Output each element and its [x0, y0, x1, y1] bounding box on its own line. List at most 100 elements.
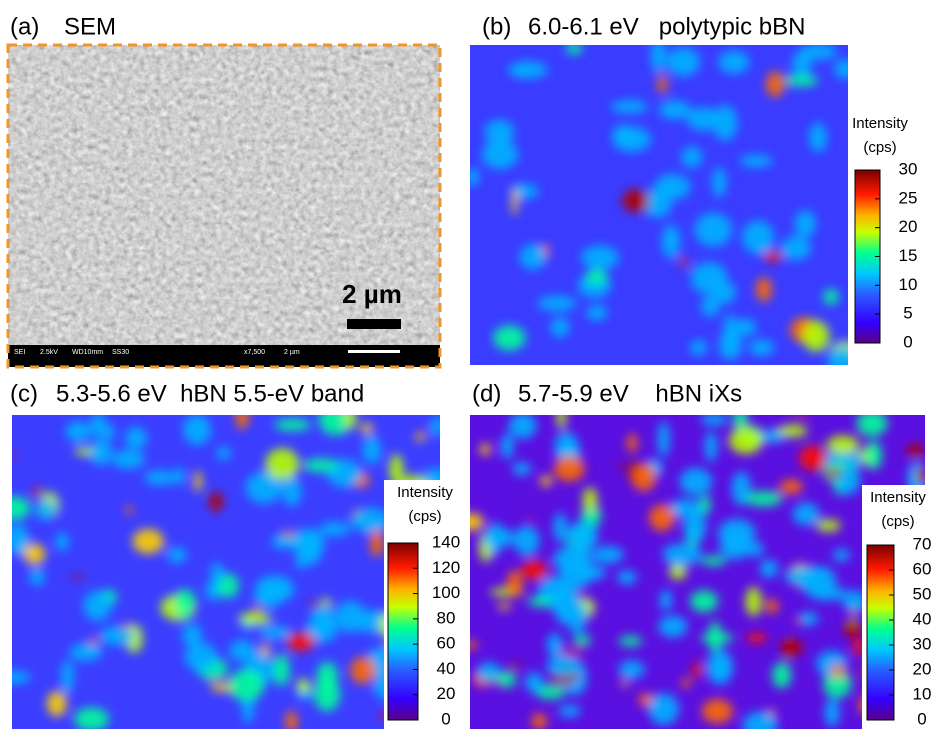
map-blob: [47, 691, 67, 717]
map-blob: [273, 654, 290, 686]
map-blob: [297, 679, 310, 694]
map-blob: [809, 123, 827, 153]
map-blob: [833, 549, 849, 562]
map-blob: [174, 589, 195, 612]
map-blob: [581, 245, 619, 269]
map-blob: [718, 519, 755, 547]
map-blob: [167, 547, 187, 563]
map-blob: [654, 174, 690, 200]
panel-label: (d): [472, 380, 501, 407]
map-blob: [317, 662, 338, 690]
colorbar-tick-label: 25: [899, 188, 918, 207]
colorbar-tick-label: 5: [903, 304, 912, 323]
map-blob: [473, 683, 489, 686]
map-blob: [690, 340, 707, 355]
map-blob: [794, 413, 811, 416]
map-blob: [303, 458, 338, 472]
map-blob: [828, 347, 858, 380]
map-blob: [238, 612, 271, 624]
map-blob: [780, 639, 803, 656]
map-blob: [229, 669, 265, 701]
map-blob: [457, 513, 484, 531]
map-blob: [477, 662, 501, 683]
map-blob: [345, 407, 356, 430]
colorbar-tick-label: 50: [913, 584, 932, 603]
map-blob: [90, 413, 106, 437]
map-blob: [692, 661, 701, 678]
map-blob: [540, 476, 552, 487]
map-blob: [554, 456, 585, 482]
map-blob: [667, 47, 701, 76]
map-blob: [837, 466, 860, 495]
map-blob: [617, 571, 637, 585]
map-blob: [793, 503, 820, 526]
map-blob: [701, 632, 733, 644]
map-blob: [611, 100, 648, 113]
map-blob: [513, 462, 532, 475]
panel-label: (b): [482, 13, 511, 40]
map-blob: [514, 64, 529, 78]
map-blob: [283, 477, 302, 506]
map-blob: [756, 277, 772, 302]
map-blob: [780, 479, 803, 494]
colorbar-tick-label: 15: [899, 246, 918, 265]
map-blob: [781, 236, 811, 260]
map-blob: [583, 488, 598, 512]
map-blob: [573, 635, 591, 646]
map-blob: [498, 671, 516, 688]
map-blob: [531, 713, 547, 729]
map-blob: [567, 522, 598, 551]
map-blob: [183, 414, 211, 445]
map-blob: [29, 568, 44, 585]
map-blob: [695, 213, 733, 247]
map-blob: [612, 125, 634, 147]
map-blob: [270, 587, 294, 600]
map-blob: [566, 42, 583, 54]
colorbar: [388, 543, 418, 720]
map-blob: [799, 446, 826, 471]
map-blob: [360, 423, 372, 434]
map-blob: [700, 495, 711, 515]
map-blob: [592, 546, 624, 564]
map-blob: [660, 590, 672, 611]
map-blob: [705, 431, 718, 461]
intensity-map: [457, 403, 930, 729]
map-blob: [112, 450, 145, 469]
map-blob: [501, 433, 514, 459]
panel-title: 6.0-6.1 eV polytypic bBN: [528, 13, 805, 40]
map-blob: [61, 660, 74, 694]
map-blob: [916, 468, 929, 482]
map-blob: [100, 626, 134, 645]
colorbar-tick-label: 0: [903, 332, 912, 351]
map-blob: [55, 533, 68, 552]
map-blob: [742, 221, 774, 255]
map-blob: [557, 405, 566, 430]
map-blob: [749, 339, 774, 355]
map-blob: [35, 500, 57, 520]
map-blob: [766, 71, 784, 97]
map-blob: [764, 252, 782, 262]
panel-title: 5.7-5.9 eV hBN iXs: [518, 380, 742, 407]
colorbar: [867, 545, 894, 720]
map-blob: [185, 643, 218, 672]
map-blob: [856, 410, 887, 436]
map-blob: [772, 662, 791, 688]
map-blob: [616, 465, 629, 468]
map-blob: [493, 325, 525, 350]
map-blob: [586, 270, 608, 285]
map-blob: [907, 444, 924, 457]
sem-footer-text: 2 µm: [284, 349, 300, 356]
map-blob: [229, 640, 255, 661]
map-blob: [463, 641, 478, 649]
colorbar-tick-label: 80: [437, 608, 456, 627]
colorbar-unit: (cps): [863, 139, 896, 156]
map-blob: [718, 51, 749, 74]
map-blob: [826, 435, 859, 454]
colorbar-tick-label: 30: [899, 159, 918, 178]
panel-label: (a): [10, 13, 39, 40]
map-blob: [799, 612, 818, 626]
map-blob: [209, 492, 224, 512]
map-blob: [627, 433, 637, 452]
map-blob: [651, 38, 666, 72]
colorbar-tick-label: 0: [917, 709, 926, 728]
